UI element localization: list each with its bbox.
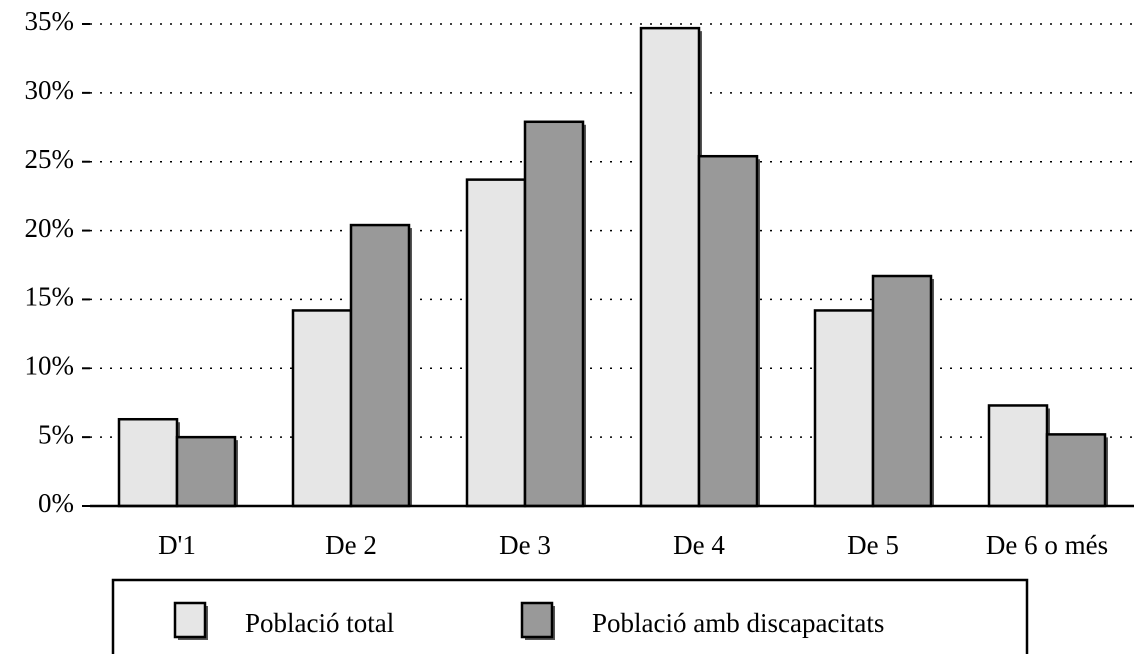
bar (871, 274, 933, 508)
x-tick-label: De 2 (325, 530, 377, 560)
bar (987, 404, 1049, 508)
y-tick-label: 10% (25, 350, 75, 380)
bar (813, 309, 875, 508)
bar (291, 309, 353, 508)
bar (465, 178, 527, 508)
legend-label: Població total (245, 608, 394, 638)
legend-swatch (173, 601, 207, 639)
x-tick-label: De 4 (673, 530, 725, 560)
bar (697, 154, 759, 508)
y-tick-label: 15% (25, 282, 75, 312)
bar (1045, 433, 1107, 508)
bar (117, 417, 179, 508)
bar (523, 120, 585, 508)
bar (175, 435, 237, 508)
bar (349, 223, 411, 508)
y-tick-label: 35% (25, 6, 75, 36)
x-tick-label: De 3 (499, 530, 551, 560)
bar (639, 26, 701, 508)
y-tick-label: 0% (38, 488, 74, 518)
x-tick-label: D'1 (158, 530, 196, 560)
legend-box (111, 578, 1029, 654)
legend-swatch (520, 601, 554, 639)
legend-label: Població amb discapacitats (592, 608, 884, 638)
y-tick-label: 25% (25, 144, 75, 174)
x-tick-label: De 6 o més (986, 530, 1108, 560)
y-tick-label: 5% (38, 419, 74, 449)
y-tick-label: 30% (25, 75, 75, 105)
x-tick-label: De 5 (847, 530, 899, 560)
y-tick-label: 20% (25, 213, 75, 243)
